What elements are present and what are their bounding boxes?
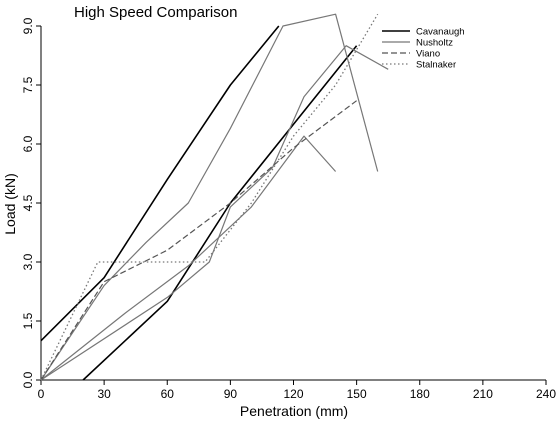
y-tick-label: 4.5: [21, 194, 35, 211]
x-tick-label: 0: [38, 387, 45, 401]
legend-label-nusholtz: Nusholtz: [416, 38, 453, 49]
series-line-cavanaugh: [40, 25, 280, 342]
y-tick-label: 6.0: [21, 135, 35, 152]
y-tick-label: 9.0: [21, 17, 35, 34]
x-tick-label: 210: [473, 387, 493, 401]
y-tick-label: 1.5: [21, 312, 35, 329]
series-layer: [40, 13, 389, 381]
y-axis-label: Load (kN): [2, 173, 18, 234]
series-line-stalnaker: [40, 13, 379, 381]
y-axis-ticks: 0.0 1.5 3.0 4.5 6.0 7.5 9.0: [21, 17, 41, 388]
x-tick-label: 240: [536, 387, 556, 401]
series-line-viano: [40, 100, 357, 381]
y-tick-label: 7.5: [21, 76, 35, 93]
x-tick-label: 60: [161, 387, 175, 401]
series-line-nusholtz: [40, 13, 379, 381]
x-axis-ticks: 0 30 60 90 120 150 180 210 240: [38, 380, 556, 401]
x-tick-label: 180: [410, 387, 430, 401]
legend-label-viano: Viano: [416, 49, 440, 60]
series-line-cavanaugh: [82, 45, 358, 381]
plot-frame: [40, 26, 546, 381]
x-tick-label: 150: [347, 387, 367, 401]
legend-label-stalnaker: Stalnaker: [416, 60, 456, 71]
y-tick-label: 3.0: [21, 253, 35, 270]
series-line-nusholtz: [40, 135, 337, 381]
chart-title: High Speed Comparison: [74, 4, 237, 21]
x-tick-label: 120: [283, 387, 303, 401]
series-line-nusholtz: [40, 45, 389, 381]
x-axis-label: Penetration (mm): [240, 403, 348, 419]
x-tick-label: 30: [97, 387, 111, 401]
y-tick-label: 0.0: [21, 371, 35, 388]
legend-label-cavanaugh: Cavanaugh: [416, 27, 465, 38]
x-tick-label: 90: [224, 387, 238, 401]
